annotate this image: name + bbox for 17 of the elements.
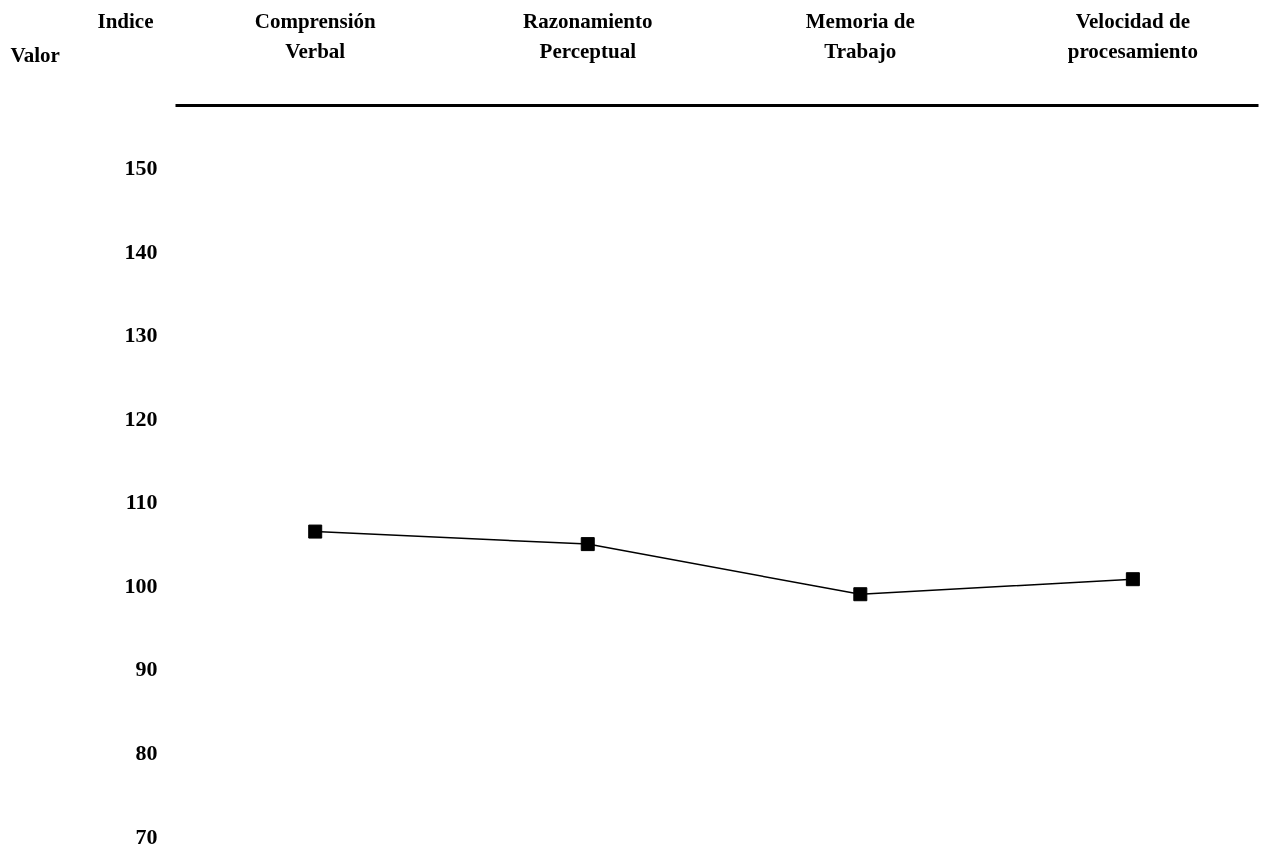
x-axis-title: Indice (97, 8, 154, 33)
y-tick-label: 70 (135, 823, 158, 849)
y-tick-label: 80 (135, 739, 158, 765)
x-tick-label: Razonamiento Perceptual (523, 8, 653, 63)
y-tick-label: 130 (124, 322, 158, 348)
y-tick-label: 90 (135, 656, 158, 682)
x-tick-label: Comprensión Verbal (254, 8, 377, 63)
x-tick-label: Memoria de Trabajo (805, 8, 915, 63)
y-tick-label: 150 (124, 155, 158, 181)
x-tick-label: Velocidad de procesamiento (1067, 8, 1199, 63)
y-tick-label: 140 (124, 238, 158, 264)
y-tick-label: 110 (125, 489, 158, 515)
y-tick-label: 120 (124, 405, 158, 431)
y-axis-title: Valor (10, 42, 60, 67)
y-tick-label: 100 (124, 572, 158, 598)
point (1125, 572, 1140, 587)
point (308, 524, 323, 539)
